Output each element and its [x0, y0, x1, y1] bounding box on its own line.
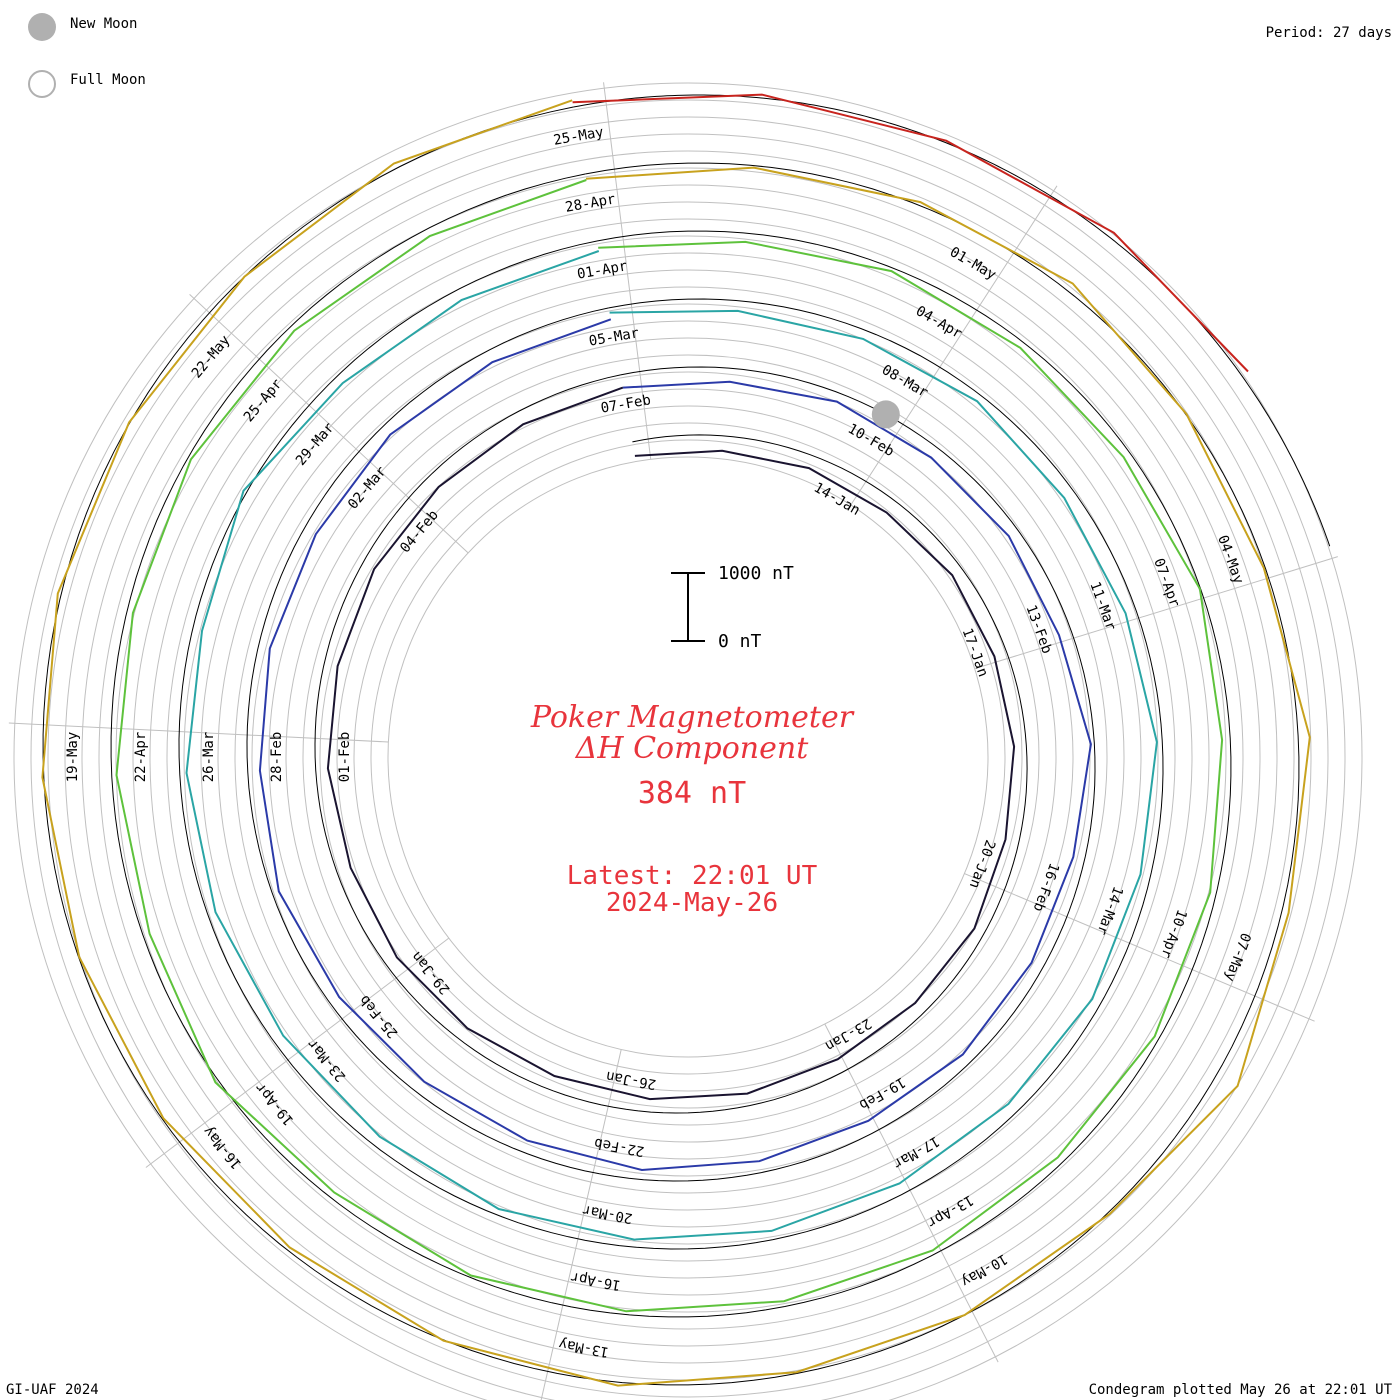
date-label: 13-May [558, 1335, 611, 1360]
chart-title-line2: ΔH Component [575, 731, 809, 766]
date-label: 13-Feb [1022, 603, 1054, 656]
scale-bottom-label: 0 nT [718, 631, 762, 652]
date-label: 01-May [947, 244, 999, 283]
series-line-01-apr [115, 179, 1224, 1313]
grid-ring [149, 218, 1227, 1296]
date-label: 25-May [552, 124, 605, 149]
current-value: 384 nT [638, 776, 746, 811]
grid-spoke [974, 556, 1338, 670]
grid-ring [217, 286, 1159, 1228]
full-moon-legend-label: Full Moon [70, 72, 146, 88]
latest-date: 2024-May-26 [606, 888, 778, 918]
full-moon-legend-icon [28, 70, 56, 98]
series-line-25-may [572, 93, 1249, 373]
date-label: 19-Feb [856, 1074, 908, 1113]
baseline-spiral [178, 240, 1164, 1250]
grid-spoke [8, 722, 389, 743]
plotted-note: Condegram plotted May 26 at 22:01 UT [1089, 1382, 1393, 1398]
date-label: 14-Mar [1093, 884, 1125, 937]
date-label: 19-May [65, 732, 81, 783]
date-label: 17-Mar [890, 1132, 942, 1171]
series-layer [41, 93, 1331, 1387]
date-label: 01-Apr [576, 258, 629, 283]
date-label: 20-Jan [966, 837, 998, 890]
date-label: 28-Feb [269, 732, 285, 783]
grid-ring [13, 82, 1363, 1400]
chart-title-line1: Poker Magnetometer [530, 700, 855, 735]
baseline-spiral [246, 307, 1096, 1182]
grid-ring [115, 184, 1261, 1330]
baseline-spiral [42, 106, 1300, 1386]
grid-ring [81, 150, 1295, 1364]
grid-spoke [964, 873, 1315, 1022]
grid-spoke [145, 937, 450, 1168]
date-label: 05-Mar [588, 325, 641, 350]
date-label: 16-Feb [1030, 861, 1062, 914]
series-line-05-mar [185, 250, 1158, 1241]
grid-ring [30, 99, 1346, 1400]
grid-ring [183, 252, 1193, 1262]
period-label: Period: 27 days [1266, 25, 1392, 41]
baseline-spiral [110, 173, 1232, 1318]
date-label: 17-Jan [959, 626, 991, 679]
grid-ring [353, 422, 1023, 1092]
date-label: 04-May [1214, 533, 1246, 586]
date-label: 28-Apr [564, 191, 617, 216]
series-line-11-jan [326, 386, 1016, 1101]
grid-spoke [824, 1023, 999, 1363]
date-label: 10-May [958, 1250, 1010, 1289]
date-label: 16-May [200, 1123, 245, 1172]
grid-ring [268, 337, 1108, 1177]
baseline-spiral [314, 374, 1028, 1114]
date-label: 22-Feb [593, 1134, 646, 1159]
date-label: 26-Mar [201, 732, 217, 783]
grid-ring [387, 456, 989, 1058]
grid-ring [47, 116, 1329, 1398]
date-label: 20-Mar [581, 1201, 634, 1226]
new-moon-legend-label: New Moon [70, 16, 137, 32]
grid-ring [370, 439, 1006, 1075]
date-label: 07-Feb [600, 392, 653, 417]
latest-time: Latest: 22:01 UT [567, 861, 818, 891]
series-line-28-apr [41, 99, 1311, 1387]
date-label: 02-Mar [345, 464, 390, 513]
date-label: 29-Mar [293, 420, 338, 469]
grid-spoke [850, 185, 1058, 506]
grid-ring [251, 320, 1125, 1194]
grid-ring [98, 167, 1278, 1347]
date-label: 23-Mar [305, 1035, 350, 1084]
grid-layer [8, 82, 1363, 1400]
date-label: 11-Mar [1086, 580, 1118, 633]
grid-spoke [603, 82, 652, 460]
grid-spoke [540, 1049, 622, 1400]
new-moon-marker [871, 400, 900, 429]
date-label: 10-Apr [1157, 907, 1189, 960]
credit-label: GI-UAF 2024 [6, 1382, 99, 1398]
grid-ring [319, 388, 1057, 1126]
date-label: 29-Jan [409, 948, 454, 997]
scale-bar [671, 572, 705, 642]
grid-ring [132, 201, 1244, 1313]
date-label: 25-Apr [241, 376, 286, 425]
series-line-07-feb [258, 318, 1092, 1172]
grid-ring [302, 371, 1074, 1143]
grid-ring [234, 303, 1142, 1211]
scale-top-label: 1000 nT [718, 563, 794, 584]
new-moon-legend-icon [28, 13, 56, 41]
date-label: 16-Apr [569, 1268, 622, 1293]
grid-ring [166, 235, 1210, 1279]
grid-ring [336, 405, 1040, 1109]
date-label: 08-Mar [879, 362, 931, 401]
date-label: 07-May [1221, 930, 1253, 983]
moon-marker-layer [871, 400, 900, 429]
date-label: 01-Feb [337, 732, 353, 783]
grid-ring [285, 354, 1091, 1160]
date-label: 25-Feb [357, 992, 402, 1041]
date-label: 19-Apr [252, 1079, 297, 1128]
grid-ring [200, 269, 1176, 1245]
date-label: 22-Apr [133, 732, 149, 783]
date-label: 07-Apr [1150, 556, 1182, 609]
